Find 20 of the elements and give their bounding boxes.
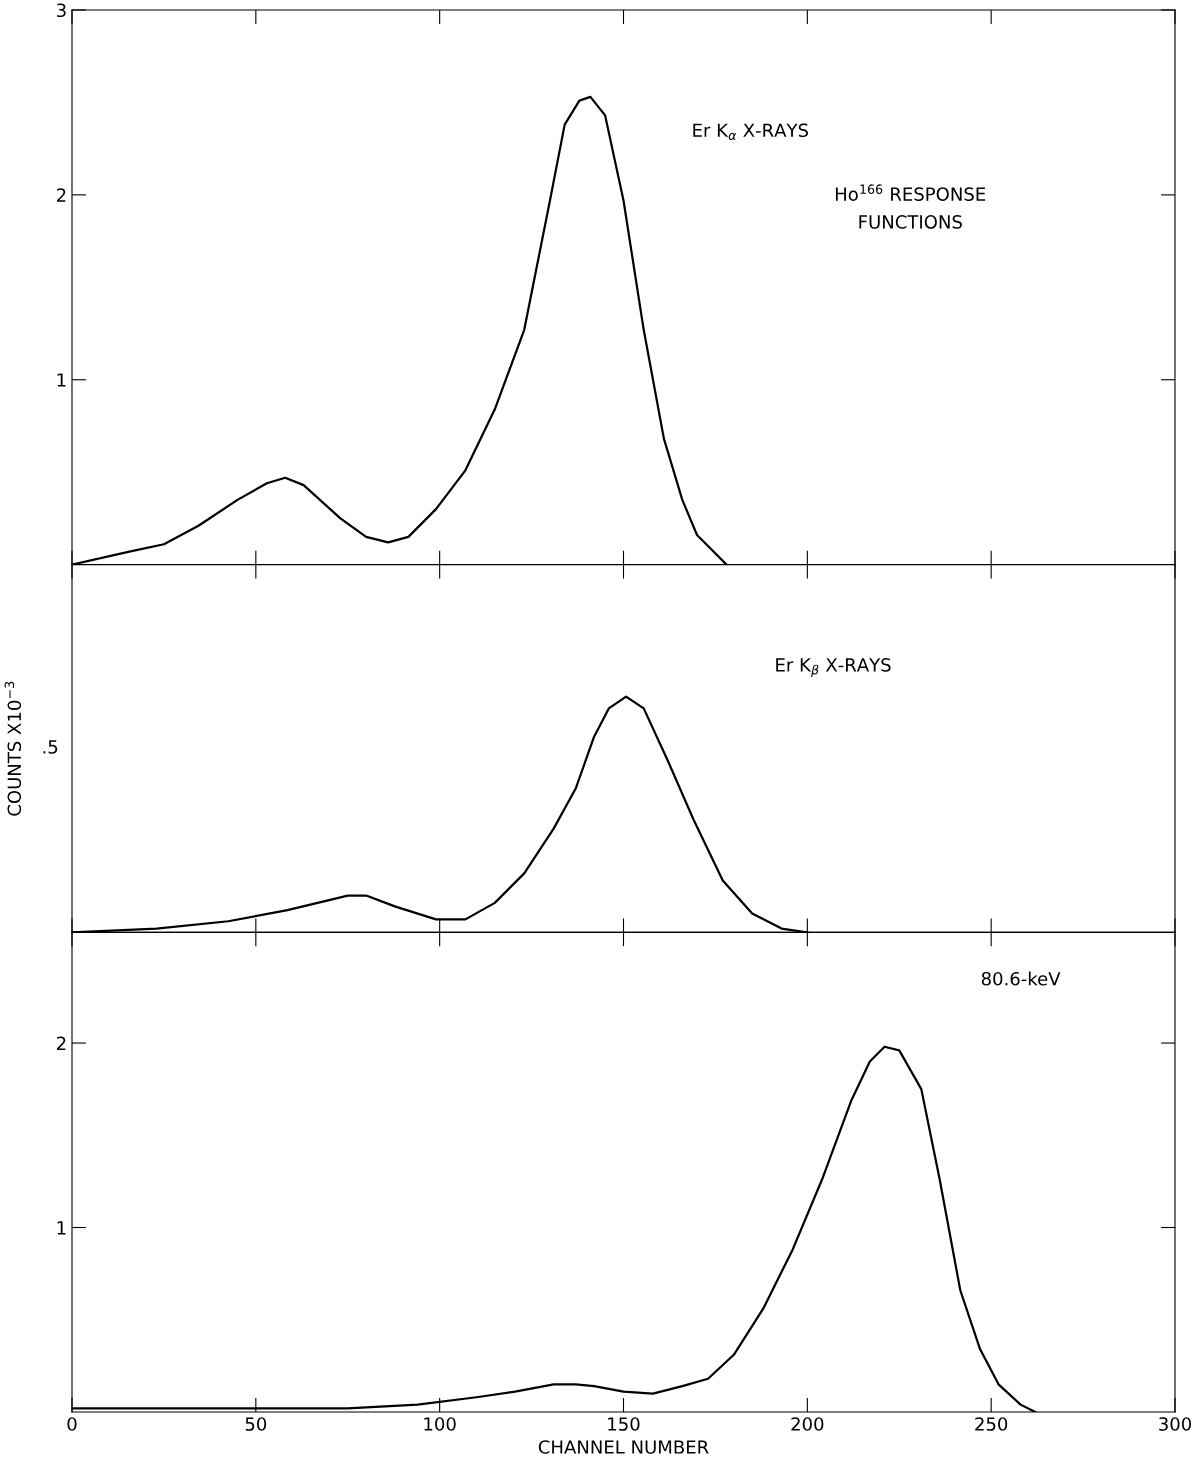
x-tick-label: 0 <box>67 1417 77 1431</box>
y-tick-label: 2 <box>56 1036 66 1050</box>
x-tick-label: 200 <box>791 1417 824 1431</box>
y-tick-label: 1 <box>57 373 66 387</box>
annotation: Ho$^{166}$ RESPONSE <box>835 184 986 201</box>
annotation: 80.6-keV <box>981 971 1061 986</box>
text: Er K$_{β}$ X-RAYS <box>776 658 891 677</box>
y-tick-label: 2 <box>56 188 66 202</box>
y-tick-label: 3 <box>57 3 66 18</box>
annotation: FUNCTIONS <box>859 215 962 229</box>
x-tick-label: 250 <box>975 1417 1008 1431</box>
y-axis-title: COUNTS X10$^{−3}$ <box>4 681 22 816</box>
x-tick-label: 100 <box>424 1417 456 1431</box>
x-tick-label: 50 <box>245 1417 267 1431</box>
x-tick-label: 150 <box>608 1417 640 1431</box>
x-tick-label: 300 <box>1159 1417 1192 1431</box>
text: .5 <box>43 740 58 754</box>
annotation: Er K$_{α}$ X-RAYS <box>693 123 808 140</box>
x-axis-title: CHANNEL NUMBER <box>538 1440 709 1454</box>
y-tick-label: 1 <box>57 1221 66 1235</box>
